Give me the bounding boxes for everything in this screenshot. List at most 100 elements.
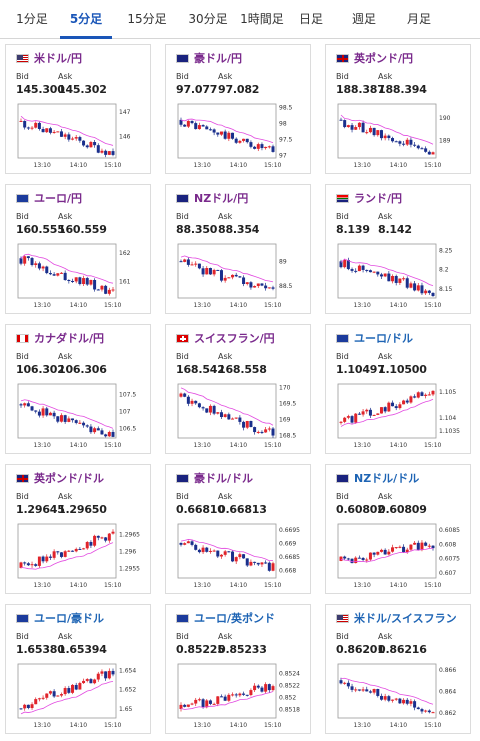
pair-title[interactable]: スイスフラン/円 [176,330,275,346]
rate-card[interactable]: 米ドル/スイスフラン Bid Ask 0.86201 0.86216 0.866 0.864… [325,604,471,734]
tab-5[interactable]: 日足 [298,12,323,26]
candle-body [234,417,238,419]
candle-body [343,556,347,559]
tab-4[interactable]: 1時間足 [240,12,284,26]
x-tick-label: 13:10 [34,302,51,309]
price-chart[interactable]: 107.5 107 106.5 13:10 14:10 15:10 [12,380,146,450]
price-chart[interactable]: 1.105 1.104 1.1035 13:10 14:10 15:10 [332,380,466,450]
candle-body [219,412,223,418]
price-chart[interactable]: 147 146 13:10 14:10 15:10 [12,100,146,170]
rate-card[interactable]: NZドル/ドル Bid Ask 0.60802 0.60809 0.6085 0.608 0.… [325,464,471,594]
price-chart[interactable]: 98.5 98 97.5 97 13:10 14:10 15:10 [172,100,306,170]
ask-label: Ask [58,72,73,81]
pair-title[interactable]: ユーロ/円 [16,190,82,206]
rate-card[interactable]: ユーロ/ドル Bid Ask 1.10497 1.10500 1.105 1.104 1.10… [325,324,471,454]
x-tick-label: 14:10 [390,302,407,309]
rate-card[interactable]: ユーロ/円 Bid Ask 160.555 160.559 162 161 13:10 14:1… [5,184,151,314]
candle-body [379,274,383,277]
pair-title[interactable]: 米ドル/スイスフラン [336,610,457,626]
rate-card[interactable]: 英ポンド/円 Bid Ask 188.387 188.394 190 189 13:10 14:… [325,44,471,174]
candle-body [89,279,93,285]
pair-title[interactable]: ユーロ/ドル [336,330,413,346]
candle-body [190,264,194,266]
pair-title[interactable]: 英ポンド/ドル [16,470,104,486]
candle-body [111,289,115,291]
candle-body [409,544,413,550]
tab-7[interactable]: 月足 [406,12,431,26]
candle-body [93,679,97,684]
tab-2[interactable]: 15分足 [127,12,167,26]
candle-body [402,278,406,280]
y-tick-label: 97.5 [279,136,293,143]
price-chart[interactable]: 170 169.5 169 168.5 13:10 14:10 15:10 [172,380,306,450]
candle-body [107,289,111,294]
candle-body [383,549,387,555]
candle-body [260,283,264,286]
price-chart[interactable]: 0.6085 0.608 0.6075 0.607 13:10 14:10 15:10 [332,520,466,590]
pair-title[interactable]: ランド/円 [336,190,402,206]
ask-label: Ask [378,72,393,81]
price-chart[interactable]: 89 88.5 13:10 14:10 15:10 [172,240,306,310]
pair-title[interactable]: カナダドル/円 [16,330,104,346]
ask-value: 0.66813 [218,503,267,516]
pair-title[interactable]: 豪ドル/円 [176,50,242,66]
price-chart[interactable]: 0.6695 0.669 0.6685 0.668 13:10 14:10 15:10 [172,520,306,590]
pair-title[interactable]: 豪ドル/ドル [176,470,253,486]
tab-0[interactable]: 1分足 [16,12,48,26]
rate-card[interactable]: カナダドル/円 Bid Ask 106.302 106.306 107.5 107 106.5… [5,324,151,454]
rate-card[interactable]: 英ポンド/ドル Bid Ask 1.29645 1.29650 1.2965 1.296 1.… [5,464,151,594]
candle-body [376,551,380,555]
candle-body [431,292,435,297]
pair-title[interactable]: 英ポンド/円 [336,50,413,66]
bid-value: 0.66810 [176,503,225,516]
x-tick-label: 15:10 [264,722,281,729]
candle-body [45,556,49,562]
tab-6[interactable]: 週足 [351,12,376,26]
candle-body [26,563,30,566]
rate-card[interactable]: ユーロ/豪ドル Bid Ask 1.65380 1.65394 1.654 1.652 1.6… [5,604,151,734]
moving-average-line [340,677,434,705]
pair-title[interactable]: ユーロ/豪ドル [16,610,104,626]
candle-body [194,123,198,130]
candle-body [245,420,249,428]
price-chart[interactable]: 190 189 13:10 14:10 15:10 [332,100,466,170]
price-chart[interactable]: 8.25 8.2 8.15 13:10 14:10 15:10 [332,240,466,310]
candle-body [219,554,223,557]
price-chart[interactable]: 1.654 1.652 1.65 13:10 14:10 15:10 [12,660,146,730]
candle-body [104,434,108,437]
pair-title[interactable]: ユーロ/英ポンド [176,610,275,626]
candle-body [216,412,220,414]
price-chart[interactable]: 1.2965 1.296 1.2955 13:10 14:10 15:10 [12,520,146,590]
rate-card[interactable]: NZドル/円 Bid Ask 88.350 88.354 89 88.5 13:10 14:10… [165,184,311,314]
rate-card[interactable]: ユーロ/英ポンド Bid Ask 0.85225 0.85233 0.8524 0.8522… [165,604,311,734]
ask-value: 188.394 [378,83,427,96]
candle-body [391,699,395,701]
tab-1[interactable]: 5分足 [56,0,116,39]
rate-card[interactable]: 豪ドル/円 Bid Ask 97.077 97.082 98.5 98 97.5 97 13:10… [165,44,311,174]
candle-body [398,698,402,704]
rate-card[interactable]: ランド/円 Bid Ask 8.139 8.142 8.25 8.2 8.15 13:10 14:… [325,184,471,314]
candle-body [45,266,49,274]
candle-body [179,119,183,125]
candle-body [197,549,201,553]
eu-flag-icon [16,194,29,203]
price-chart[interactable]: 0.8524 0.8522 0.852 0.8518 13:10 14:10 15:10 [172,660,306,730]
tab-3[interactable]: 30分足 [188,12,228,26]
rate-card[interactable]: スイスフラン/円 Bid Ask 168.542 168.558 170 169.5 169 1… [165,324,311,454]
candle-body [361,689,365,691]
pair-title[interactable]: NZドル/ドル [336,470,419,486]
candle-body [402,143,406,145]
rate-card[interactable]: 米ドル/円 Bid Ask 145.300 145.302 147 146 13:10 14:1… [5,44,151,174]
price-chart[interactable]: 162 161 13:10 14:10 15:10 [12,240,146,310]
candle-body [48,128,52,133]
candle-body [376,689,380,696]
x-tick-label: 15:10 [264,302,281,309]
rate-card[interactable]: 豪ドル/ドル Bid Ask 0.66810 0.66813 0.6695 0.669 0.6… [165,464,311,594]
candle-body [216,269,220,271]
candle-body [201,125,205,127]
candle-body [413,283,417,291]
pair-title[interactable]: 米ドル/円 [16,50,82,66]
price-chart[interactable]: 0.866 0.864 0.862 13:10 14:10 15:10 [332,660,466,730]
candle-body [219,270,223,281]
pair-title[interactable]: NZドル/円 [176,190,248,206]
